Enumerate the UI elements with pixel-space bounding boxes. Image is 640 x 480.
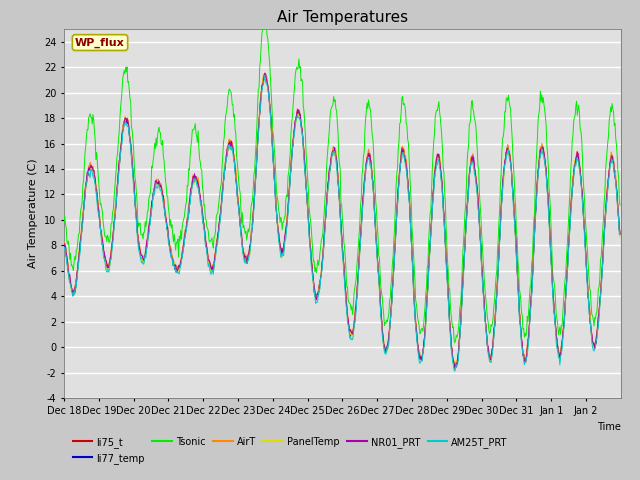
Text: Time: Time [597,422,621,432]
Y-axis label: Air Temperature (C): Air Temperature (C) [28,159,38,268]
Legend: li75_t, li77_temp, Tsonic, AirT, PanelTemp, NR01_PRT, AM25T_PRT: li75_t, li77_temp, Tsonic, AirT, PanelTe… [69,433,511,468]
Text: WP_flux: WP_flux [75,37,125,48]
Title: Air Temperatures: Air Temperatures [277,10,408,25]
